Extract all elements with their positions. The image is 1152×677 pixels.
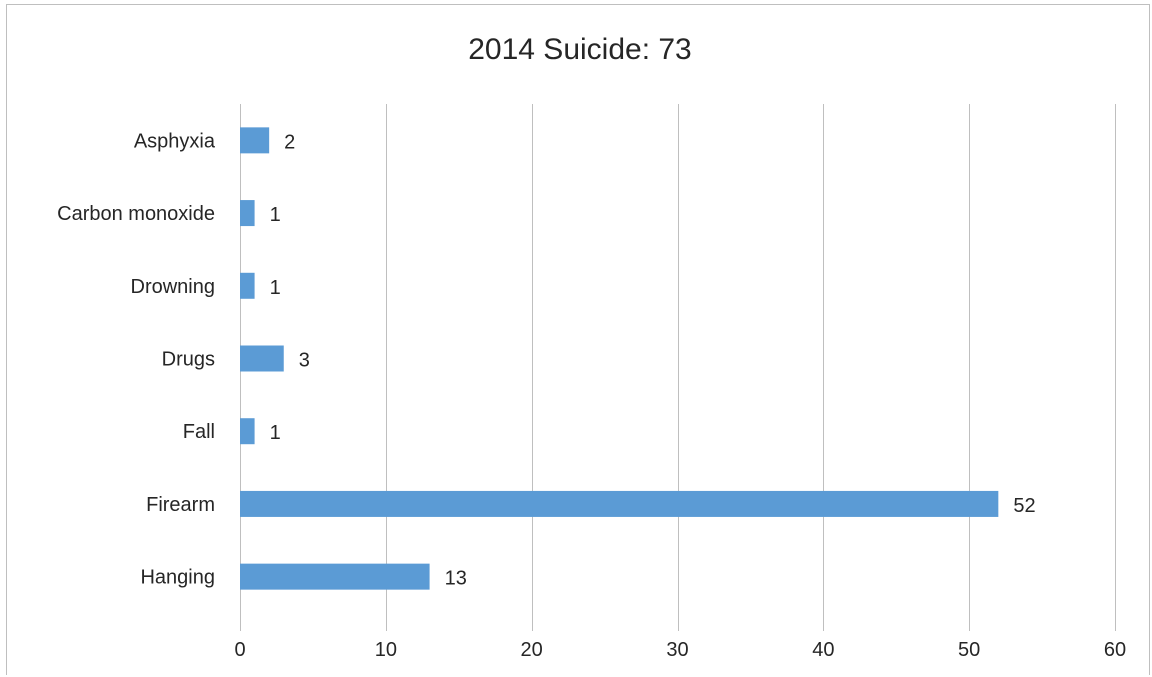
data-label: 1 (270, 204, 281, 226)
x-tick-label-0: 0 (234, 639, 245, 661)
x-tick-label-20: 20 (521, 639, 543, 661)
x-tick-label-30: 30 (666, 639, 688, 661)
category-label: Drugs (162, 349, 215, 371)
x-tick-label-10: 10 (375, 639, 397, 661)
x-tick-label-40: 40 (812, 639, 834, 661)
chart-title: 2014 Suicide: 73 (468, 33, 692, 66)
x-tick-labels: 0 10 20 30 40 50 60 (234, 639, 1126, 661)
bar-asphyxia (240, 127, 270, 154)
bars (240, 127, 999, 590)
data-label: 1 (270, 277, 281, 299)
category-label: Carbon monoxide (57, 203, 215, 225)
bar-carbon-monoxide (240, 200, 255, 227)
category-label: Asphyxia (134, 130, 216, 152)
category-label: Hanging (140, 567, 215, 589)
category-label: Fall (183, 421, 215, 443)
chart-frame (6, 4, 1150, 675)
gridlines (240, 104, 1116, 631)
bar-drowning (240, 272, 255, 299)
bar-fall (240, 418, 255, 445)
data-label: 2 (284, 131, 295, 153)
category-labels: Asphyxia Carbon monoxide Drowning Drugs Fall… (57, 130, 216, 588)
data-label: 3 (299, 350, 310, 372)
data-label: 52 (1013, 495, 1035, 517)
category-label: Drowning (131, 276, 215, 298)
data-label: 13 (445, 568, 467, 590)
bar-hanging (240, 563, 430, 590)
category-label: Firearm (146, 494, 215, 516)
bar-firearm (240, 490, 999, 517)
data-label: 1 (270, 422, 281, 444)
x-tick-label-60: 60 (1104, 639, 1126, 661)
bar-drugs (240, 345, 284, 372)
x-tick-label-50: 50 (958, 639, 980, 661)
